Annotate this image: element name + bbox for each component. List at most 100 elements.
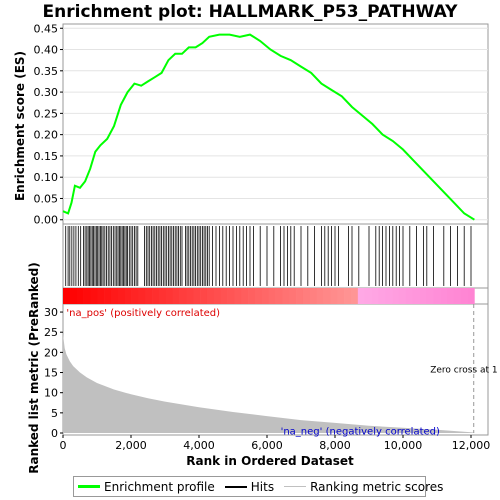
legend: Enrichment profile Hits Ranking metric s… [73, 476, 443, 497]
colorbar-segment [69, 288, 78, 304]
colorbar-segment [63, 288, 71, 304]
metric-y-tick-label: 15 [44, 367, 58, 380]
x-tick-label: 0 [60, 439, 67, 452]
colorbar-segment [200, 288, 208, 304]
es-grid [63, 27, 488, 221]
colorbar-segment [371, 288, 379, 304]
colorbar-segment [261, 288, 269, 304]
colorbar-segment [158, 288, 167, 304]
ranking-metric-area [63, 334, 475, 433]
es-y-tick-label: 0.15 [34, 150, 59, 163]
colorbar-segment [385, 288, 393, 304]
colorbar-segment [357, 288, 365, 304]
x-tick-label: 10,000 [384, 439, 423, 452]
annotation-zero-cross: Zero cross at 1 [430, 366, 497, 376]
colorbar-segment [460, 288, 468, 304]
colorbar-segment [398, 288, 407, 304]
colorbar-segment [446, 288, 455, 304]
x-tick-label: 8,000 [319, 439, 351, 452]
chart-title: Enrichment plot: HALLMARK_P53_PATHWAY [43, 2, 459, 22]
x-tick-label: 6,000 [251, 439, 283, 452]
colorbar-segment [412, 288, 420, 304]
legend-item-hits: Hits [224, 479, 275, 494]
es-y-tick-label: 0.10 [34, 171, 59, 184]
legend-label-ranking-metric: Ranking metric scores [310, 479, 444, 494]
es-y-tick-label: 0.30 [34, 86, 59, 99]
colorbar-segment [138, 288, 146, 304]
colorbar-segment [193, 288, 201, 304]
colorbar-segment [433, 288, 441, 304]
metric-y-tick-label: 20 [44, 346, 58, 359]
colorbar-segment [453, 288, 461, 304]
colorbar-segment [378, 288, 386, 304]
colorbar [63, 288, 475, 304]
colorbar-segment [248, 288, 256, 304]
es-y-axis: 0.00 0.05 0.10 0.15 0.20 0.25 0.30 0.35 0.40 0.45 [34, 22, 63, 227]
es-y-tick-label: 0.40 [34, 44, 59, 57]
colorbar-segment [268, 288, 276, 304]
colorbar-segment [110, 288, 119, 304]
colorbar-segment [426, 288, 434, 304]
metric-y-tick-label: 25 [44, 326, 58, 339]
colorbar-segment [467, 288, 475, 304]
colorbar-segment [275, 288, 283, 304]
metric-y-tick-label: 0 [51, 427, 58, 440]
colorbar-segment [241, 288, 249, 304]
colorbar-segment [131, 288, 139, 304]
es-y-tick-label: 0.20 [34, 129, 59, 142]
colorbar-segment [145, 288, 153, 304]
colorbar-segment [227, 288, 235, 304]
colorbar-segment [323, 288, 331, 304]
colorbar-segment [289, 288, 297, 304]
colorbar-segment [350, 288, 359, 304]
colorbar-segment [309, 288, 317, 304]
es-y-tick-label: 0.00 [34, 214, 59, 227]
colorbar-segment [97, 288, 105, 304]
legend-label-hits: Hits [250, 479, 275, 494]
colorbar-segment [117, 288, 126, 304]
colorbar-segment [296, 288, 304, 304]
colorbar-segment [405, 288, 413, 304]
legend-swatch-enrichment-profile [78, 485, 100, 488]
colorbar-segment [302, 288, 311, 304]
colorbar-segment [337, 288, 345, 304]
legend-item-ranking-metric: Ranking metric scores [284, 480, 443, 494]
metric-y-tick-label: 10 [44, 387, 58, 400]
colorbar-segment [419, 288, 427, 304]
hit-marks [65, 226, 472, 286]
enrichment-profile-line [62, 33, 475, 221]
colorbar-segment [344, 288, 352, 304]
x-axis-label: Rank in Ordered Dataset [186, 454, 354, 468]
metric-y-tick-label: 30 [44, 306, 58, 319]
colorbar-segment [83, 288, 91, 304]
es-panel-frame [62, 23, 489, 225]
colorbar-segment [90, 288, 98, 304]
annotation-na-neg: 'na_neg' (negatively correlated) [281, 427, 440, 438]
hits-panel-frame [62, 223, 489, 289]
x-tick-label: 2,000 [115, 439, 147, 452]
colorbar-segment [234, 288, 242, 304]
legend-label-enrichment-profile: Enrichment profile [104, 479, 215, 494]
legend-swatch-ranking-metric [284, 486, 307, 487]
annotation-na-pos: 'na_pos' (positively correlated) [66, 308, 220, 319]
metric-y-axis-label: Ranked list metric (PreRanked) [27, 262, 41, 474]
colorbar-segment [220, 288, 228, 304]
es-y-tick-label: 0.05 [34, 192, 59, 205]
colorbar-segment [282, 288, 290, 304]
colorbar-segment [76, 288, 84, 304]
colorbar-segment [152, 288, 160, 304]
metric-y-tick-label: 5 [51, 407, 58, 420]
colorbar-segment [213, 288, 222, 304]
colorbar-segment [364, 288, 372, 304]
es-y-tick-label: 0.35 [34, 65, 59, 78]
x-tick-label: 12,000 [452, 439, 491, 452]
colorbar-segment [104, 288, 112, 304]
x-tick-label: 4,000 [183, 439, 215, 452]
colorbar-segment [172, 288, 180, 304]
colorbar-segment [392, 288, 400, 304]
legend-swatch-hits [224, 485, 247, 488]
legend-item-enrichment-profile: Enrichment profile [78, 480, 215, 494]
es-y-axis-label: Enrichment score (ES) [13, 51, 27, 201]
colorbar-segment [179, 288, 187, 304]
